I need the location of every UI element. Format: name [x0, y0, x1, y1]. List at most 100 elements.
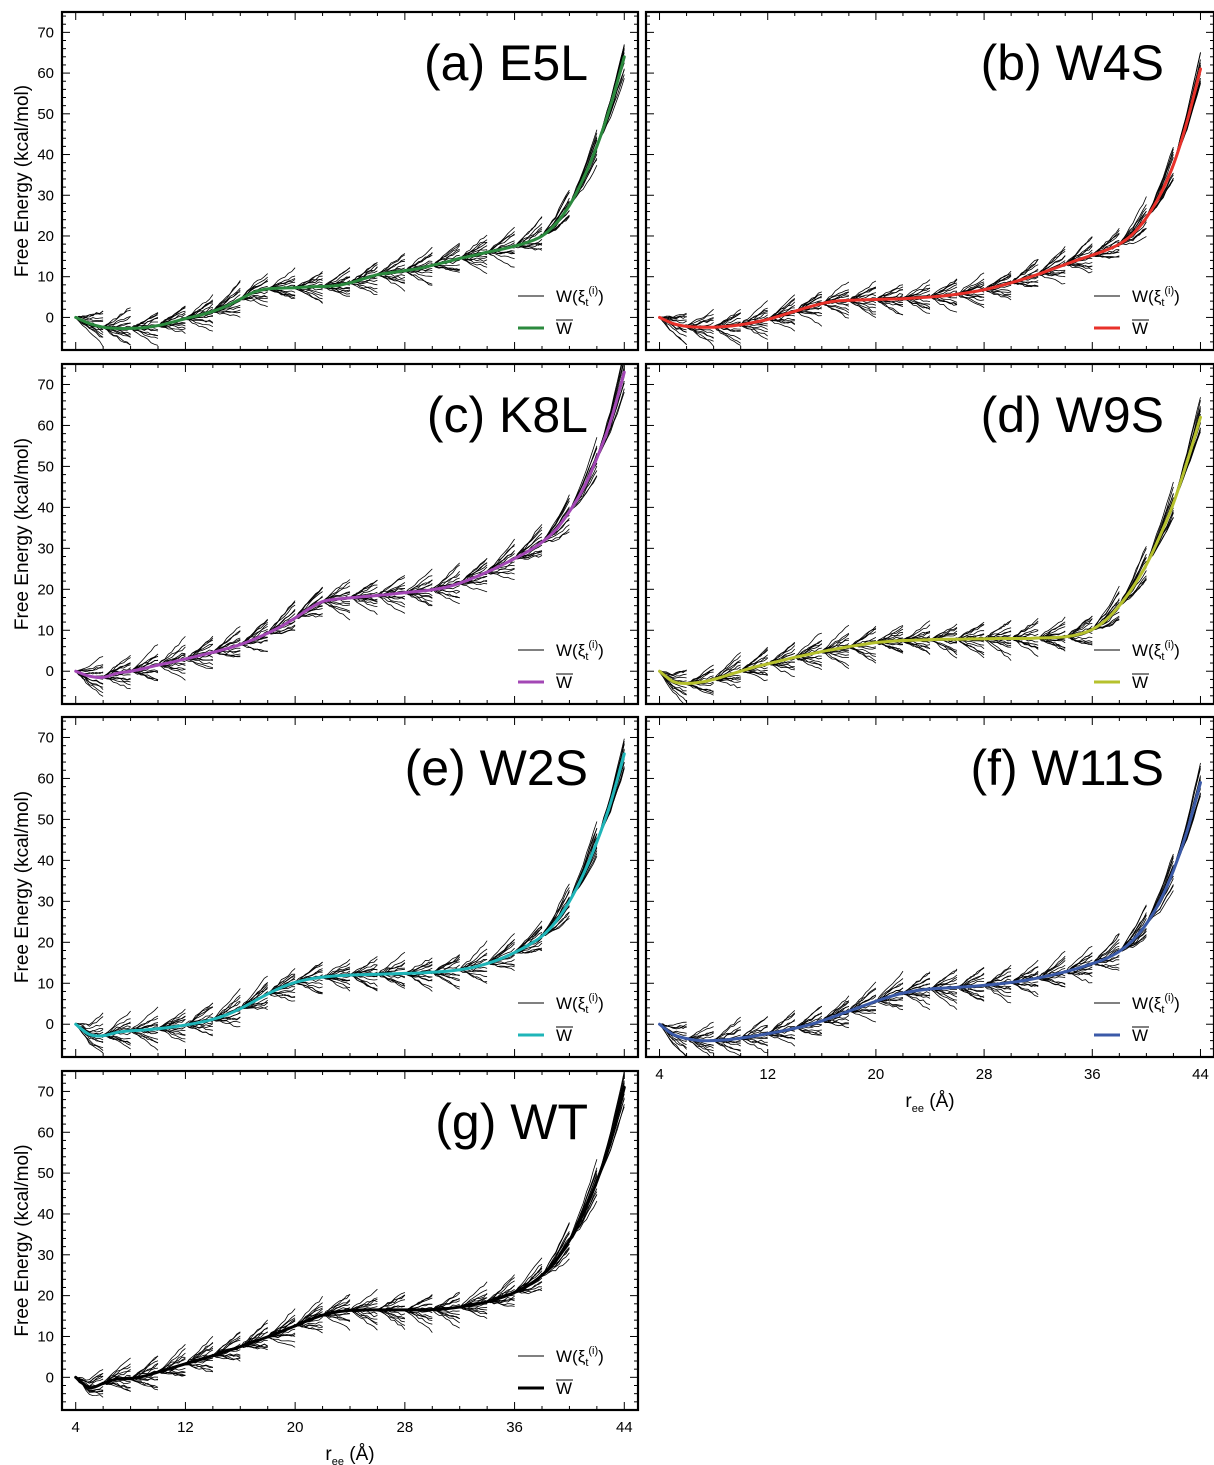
sample-trajectory	[740, 1037, 768, 1054]
sample-trajectory	[294, 288, 323, 300]
legend-samples-label: W(ξt(i))	[1132, 285, 1180, 309]
panel-title: (a) E5L	[424, 35, 588, 91]
sample-trajectory	[102, 325, 131, 338]
x-tick-label: 12	[759, 1066, 776, 1083]
sample-trajectory	[239, 273, 268, 301]
sample-trajectory	[1010, 638, 1039, 646]
sample-trajectory	[240, 982, 268, 1008]
sample-trajectory	[541, 528, 570, 543]
sample-trajectory	[794, 310, 823, 327]
sample-trajectory	[848, 287, 877, 301]
sample-trajectory	[983, 964, 1012, 987]
sample-trajectory	[267, 604, 296, 635]
sample-trajectory	[349, 964, 378, 976]
sample-trajectory	[767, 1033, 795, 1037]
x-tick-label: 4	[655, 1066, 663, 1083]
sample-trajectory	[294, 614, 323, 620]
mean-free-energy-line	[74, 370, 626, 680]
panel-title: (b) W4S	[981, 35, 1164, 91]
sample-trajectory	[459, 948, 488, 971]
sample-trajectory	[1065, 970, 1093, 975]
sample-trajectory	[740, 307, 768, 325]
sample-trajectory	[377, 1309, 406, 1330]
sample-trajectory	[875, 286, 904, 301]
x-tick-label: 28	[397, 1419, 414, 1436]
sample-trajectory	[487, 568, 515, 574]
sample-trajectory	[404, 575, 433, 593]
sample-trajectory	[1064, 970, 1093, 984]
y-tick-label: 70	[37, 1083, 54, 1100]
sample-trajectory	[240, 643, 268, 653]
sample-trajectory	[767, 1032, 795, 1039]
sample-trajectory	[322, 579, 351, 602]
y-tick-label: 20	[37, 228, 54, 245]
sample-trajectory	[740, 300, 768, 325]
legend-samples-label: W(ξt(i))	[1132, 639, 1180, 663]
y-tick-label: 70	[37, 376, 54, 393]
sample-trajectory	[404, 270, 433, 285]
sample-trajectory	[212, 289, 241, 313]
mean-free-energy-line	[74, 55, 626, 331]
sample-trajectory	[1092, 962, 1120, 971]
sample-trajectory	[377, 253, 406, 275]
sample-trajectory	[295, 288, 323, 295]
sample-trajectory	[902, 993, 931, 1011]
sample-trajectory	[713, 1016, 741, 1042]
sample-trajectory	[1010, 620, 1039, 640]
sample-trajectory	[157, 305, 186, 328]
sample-trajectory	[377, 596, 406, 614]
sample-trajectory	[821, 624, 850, 652]
sample-trajectory	[902, 641, 931, 655]
sample-trajectory	[875, 642, 904, 653]
sample-trajectory	[929, 989, 958, 1010]
sample-trajectory	[349, 282, 378, 290]
x-axis-label: ree (Å)	[325, 1444, 374, 1465]
sample-trajectory	[713, 679, 741, 689]
sample-trajectory	[130, 670, 159, 674]
sample-trajectory	[848, 645, 876, 657]
sample-trajectory	[459, 583, 488, 593]
sample-trajectory	[75, 670, 104, 694]
sample-trajectory	[1037, 616, 1066, 639]
sample-trajectory	[929, 623, 958, 641]
sample-trajectory	[821, 650, 850, 670]
sample-trajectory	[956, 293, 985, 308]
sample-trajectory	[514, 948, 543, 954]
sample-trajectory	[102, 327, 131, 346]
sample-trajectory	[432, 1308, 460, 1313]
sample-trajectory	[322, 600, 351, 614]
sample-trajectory	[956, 624, 985, 639]
sample-trajectory	[432, 1291, 460, 1311]
sample-trajectory	[240, 618, 268, 646]
sample-trajectory	[349, 1298, 378, 1312]
sample-trajectory	[185, 1002, 214, 1027]
sample-trajectory	[1118, 904, 1147, 952]
sample-trajectory	[541, 191, 570, 237]
sample-trajectory	[294, 587, 323, 619]
sample-trajectory	[322, 1294, 351, 1317]
sample-trajectory	[1064, 236, 1093, 264]
sample-trajectory	[596, 738, 625, 843]
mean-free-energy-line	[74, 1085, 626, 1390]
sample-trajectory	[983, 971, 1012, 986]
sample-trajectory	[956, 294, 985, 305]
sample-trajectory	[157, 665, 186, 674]
legend-mean-label: W	[556, 673, 572, 692]
y-tick-label: 60	[37, 1124, 54, 1141]
sample-trajectory	[1146, 855, 1174, 924]
sample-trajectory	[1092, 939, 1120, 965]
sample-trajectory	[848, 1008, 876, 1013]
legend-samples-label: W(ξt(i))	[1132, 992, 1180, 1016]
y-tick-label: 40	[37, 852, 54, 869]
sample-trajectory	[377, 1309, 406, 1319]
sample-trajectory	[848, 987, 877, 1012]
sample-trajectory	[75, 1024, 104, 1049]
sample-trajectory	[185, 1362, 213, 1368]
sample-trajectory	[1064, 615, 1093, 638]
sample-trajectory	[659, 672, 685, 704]
x-tick-label: 28	[976, 1066, 993, 1083]
sample-trajectory	[432, 1292, 460, 1311]
sample-trajectory	[569, 1159, 598, 1240]
sample-trajectory	[157, 1008, 186, 1031]
sample-trajectory	[1064, 635, 1093, 643]
